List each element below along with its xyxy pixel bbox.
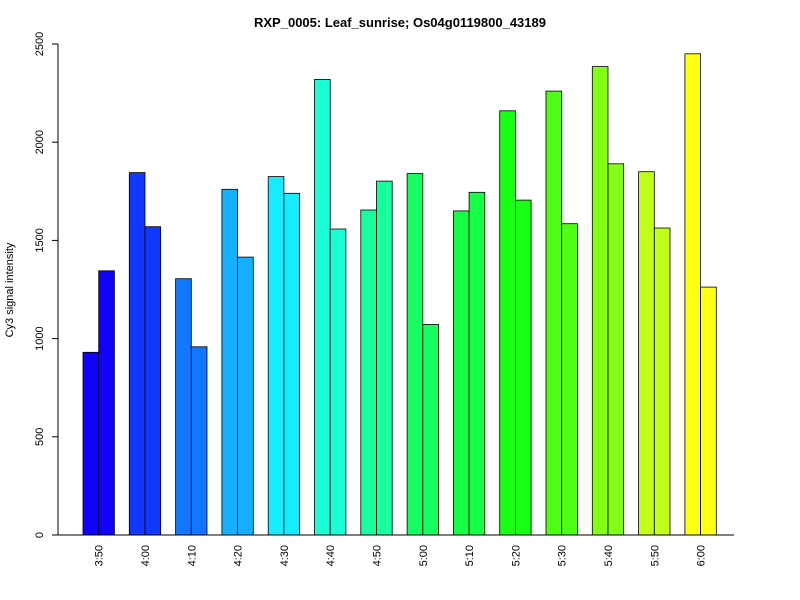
x-tick-label: 5:20	[510, 545, 522, 566]
y-tick-label: 1000	[34, 326, 46, 350]
bar-520-2	[515, 199, 532, 536]
x-tick-label: 5:30	[557, 545, 569, 566]
bar-430-2	[283, 192, 300, 536]
bar-520-1	[499, 110, 516, 536]
bar-420-2	[237, 256, 254, 536]
x-tick-label: 5:40	[603, 545, 615, 566]
bar-500-1	[406, 173, 424, 536]
chart-title: RXP_0005: Leaf_sunrise; Os04g0119800_431…	[254, 15, 546, 30]
y-axis: 0 500 1000 1500 2000 2500	[34, 32, 59, 538]
bar-600-1	[684, 53, 702, 536]
x-tick-label: 3:50	[94, 545, 106, 566]
bar-530-1	[545, 90, 563, 536]
x-tick-label: 4:00	[140, 545, 152, 566]
bar-430-1	[267, 176, 285, 536]
bar-600-2	[700, 286, 717, 536]
y-tick-label: 1500	[34, 228, 46, 252]
bar-510-2	[468, 191, 486, 536]
bar-550-2	[653, 227, 671, 536]
x-tick-label: 5:10	[464, 545, 476, 566]
bar-500-2	[422, 324, 439, 536]
bar-410-2	[190, 346, 208, 536]
x-axis-labels: 3:50 4:00 4:10 4:20 4:30 4:40 4:50 5:00 5:10 5:20…	[94, 545, 708, 566]
bar-420-1	[221, 188, 238, 536]
y-axis-label: Cy3 signal intensity	[4, 242, 16, 337]
bar-510-1	[452, 210, 470, 536]
x-tick-label: 6:00	[696, 545, 708, 566]
bar-400-1	[128, 172, 146, 536]
bar-450-2	[376, 180, 393, 536]
bar-540-2	[607, 163, 625, 536]
x-tick-label: 4:50	[372, 545, 384, 566]
bar-530-2	[561, 223, 578, 536]
x-tick-label: 5:50	[649, 545, 661, 566]
y-tick-label: 2500	[34, 32, 46, 56]
bar-440-2	[329, 228, 347, 536]
bars	[82, 53, 717, 536]
x-tick-label: 5:00	[418, 545, 430, 566]
x-tick-label: 4:40	[325, 545, 337, 566]
bar-350-1	[82, 351, 100, 536]
y-tick-label: 2000	[34, 130, 46, 154]
bar-550-1	[638, 171, 655, 536]
bar-400-2	[144, 226, 162, 536]
x-tick-label: 4:20	[233, 545, 245, 566]
bar-410-1	[175, 278, 192, 536]
bar-540-1	[591, 66, 609, 536]
bar-350-2	[98, 270, 115, 536]
bar-440-1	[314, 79, 331, 536]
bar-450-1	[360, 209, 377, 536]
y-tick-label: 0	[34, 532, 46, 538]
x-tick-label: 4:10	[186, 545, 198, 566]
x-tick-label: 4:30	[279, 545, 291, 566]
y-tick-label: 500	[34, 428, 46, 446]
